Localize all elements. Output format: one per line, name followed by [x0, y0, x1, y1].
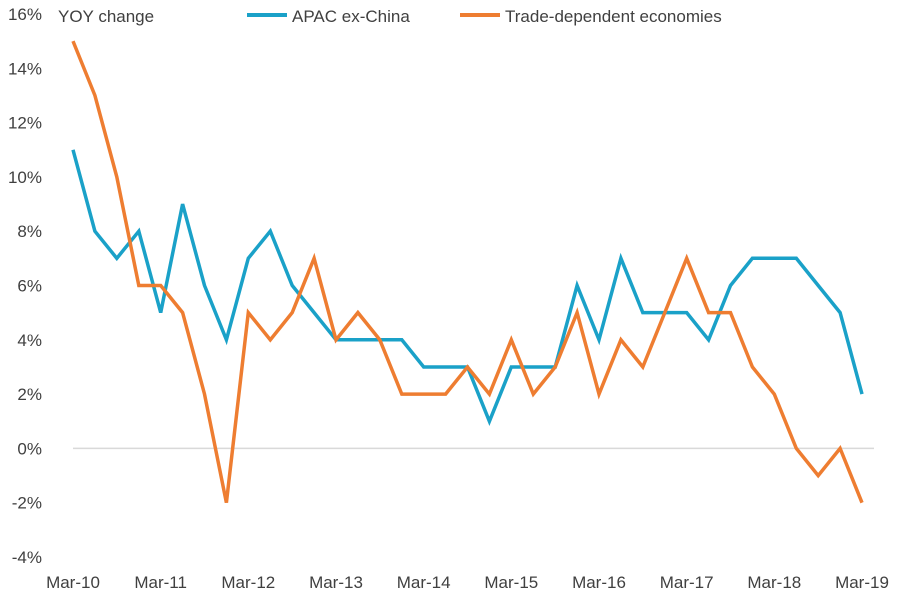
y-tick-label: 10% [8, 168, 42, 187]
legend: APAC ex-China Trade-dependent economies [247, 7, 722, 26]
y-tick-label: 8% [17, 222, 42, 241]
x-tick-label: Mar-16 [572, 573, 626, 592]
x-tick-label: Mar-11 [134, 573, 187, 592]
y-tick-label: -2% [12, 494, 42, 513]
y-tick-label: 2% [17, 385, 42, 404]
y-axis-label: YOY change [58, 7, 154, 26]
series-line-apac [71, 149, 864, 426]
x-tick-label: Mar-19 [835, 573, 889, 592]
series-lines [71, 40, 864, 504]
x-tick-label: Mar-10 [46, 573, 100, 592]
x-tick-label: Mar-15 [484, 573, 538, 592]
y-tick-label: 16% [8, 5, 42, 24]
y-tick-label: 4% [17, 331, 42, 350]
y-tick-label: 12% [8, 114, 42, 133]
x-axis-ticks: Mar-10 Mar-11 Mar-12 Mar-13 Mar-14 Mar-15 Mar-… [46, 573, 889, 592]
legend-label-trade: Trade-dependent economies [505, 7, 722, 26]
x-tick-label: Mar-12 [221, 573, 275, 592]
x-tick-label: Mar-13 [309, 573, 363, 592]
legend-label-apac: APAC ex-China [292, 7, 410, 26]
y-axis-ticks: -4% -2% 0% 2% 4% 6% 8% 10% 12% 14% 16% [8, 5, 42, 567]
x-tick-label: Mar-17 [660, 573, 714, 592]
y-tick-label: 14% [8, 59, 42, 78]
y-tick-label: 0% [17, 439, 42, 458]
series-line-trade [71, 40, 864, 504]
y-tick-label: 6% [17, 277, 42, 296]
x-tick-label: Mar-18 [747, 573, 801, 592]
x-tick-label: Mar-14 [397, 573, 451, 592]
y-tick-label: -4% [12, 548, 42, 567]
